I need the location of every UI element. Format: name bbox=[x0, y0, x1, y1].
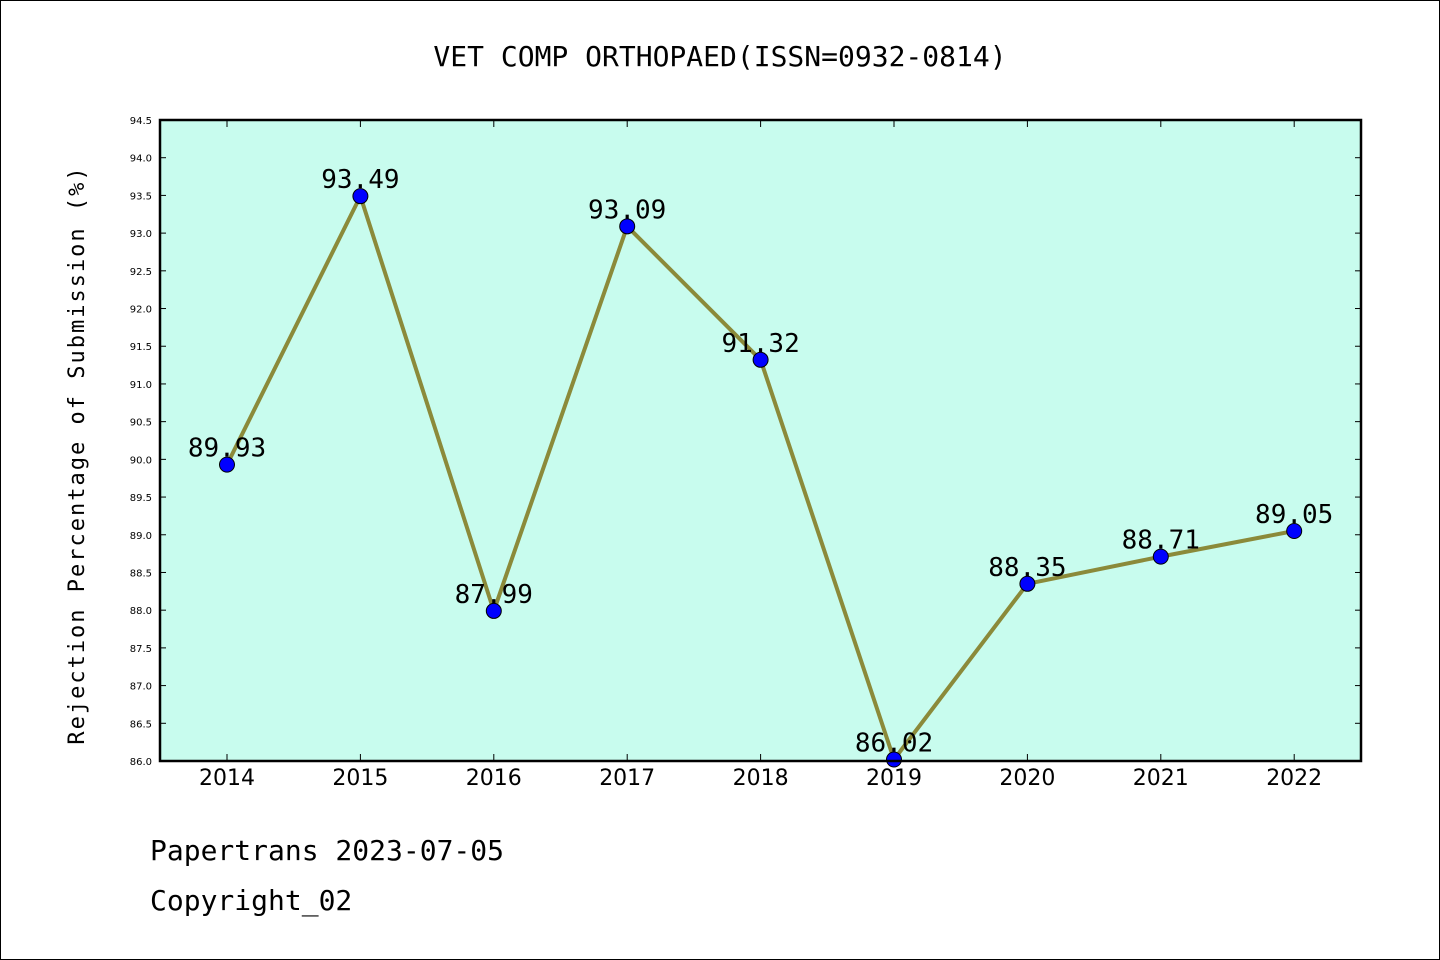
chart-title: VET COMP ORTHOPAED(ISSN=0932-0814) bbox=[433, 40, 1006, 73]
y-tick-label: 90.0 bbox=[130, 455, 152, 466]
y-tick-label: 87.0 bbox=[130, 682, 152, 693]
x-tick-label: 2014 bbox=[199, 766, 255, 791]
y-tick-label: 89.5 bbox=[130, 493, 152, 504]
y-tick-label: 86.0 bbox=[130, 757, 152, 768]
y-tick-label: 86.5 bbox=[130, 719, 152, 730]
data-label: 89.93 bbox=[188, 434, 266, 464]
y-tick-label: 94.0 bbox=[130, 154, 152, 165]
data-label: 93.49 bbox=[321, 165, 399, 195]
y-tick-label: 88.5 bbox=[130, 568, 152, 579]
data-point bbox=[1019, 575, 1036, 592]
data-label: 86.02 bbox=[855, 728, 933, 758]
y-tick-label: 88.0 bbox=[130, 606, 152, 617]
x-tick-label: 2022 bbox=[1266, 766, 1322, 791]
x-tick-label: 2016 bbox=[466, 766, 522, 791]
y-tick-label: 87.5 bbox=[130, 644, 152, 655]
x-tick-label: 2015 bbox=[332, 766, 388, 791]
y-tick-label: 94.5 bbox=[130, 116, 152, 127]
data-point bbox=[1286, 522, 1303, 539]
y-tick-label: 91.5 bbox=[130, 342, 152, 353]
data-point bbox=[352, 188, 369, 205]
y-tick-label: 91.0 bbox=[130, 380, 152, 391]
data-point bbox=[219, 456, 235, 473]
y-axis-label: Rejection Percentage of Submission (%) bbox=[65, 165, 90, 744]
data-labels: 89.93 93.49 87.99 93.09 91.32 86.02 88.35 88.71… bbox=[188, 165, 1333, 758]
x-tick-label: 2020 bbox=[999, 766, 1055, 791]
data-label: 88.35 bbox=[988, 553, 1066, 583]
data-markers bbox=[219, 188, 1303, 768]
x-tick-label: 2017 bbox=[599, 766, 655, 791]
data-point bbox=[886, 751, 902, 768]
x-tick-label: 2021 bbox=[1133, 766, 1189, 791]
y-tick-label: 92.0 bbox=[130, 305, 152, 316]
data-label: 93.09 bbox=[588, 195, 666, 225]
data-label: 89.05 bbox=[1255, 500, 1333, 530]
plot-border bbox=[158, 118, 1363, 763]
data-point bbox=[1152, 548, 1169, 565]
y-axis-ticks: 86.0 86.5 87.0 87.5 88.0 88.5 89.0 89.5 90.0 90.5… bbox=[130, 116, 1361, 768]
y-tick-label: 93.5 bbox=[130, 191, 152, 202]
x-tick-label: 2018 bbox=[733, 766, 789, 791]
footer-copyright: Copyright_02 bbox=[150, 884, 353, 917]
footer-date: Papertrans 2023-07-05 bbox=[150, 834, 505, 867]
y-tick-label: 89.0 bbox=[130, 531, 152, 542]
data-label: 87.99 bbox=[455, 580, 533, 610]
y-tick-label: 93.0 bbox=[130, 229, 152, 240]
x-tick-label: 2019 bbox=[866, 766, 922, 791]
x-axis-ticks: 2014 2015 2016 2017 2018 2019 2020 2021 2022 bbox=[199, 120, 1322, 791]
data-point bbox=[752, 351, 769, 368]
data-point bbox=[485, 602, 502, 619]
data-label: 88.71 bbox=[1122, 526, 1200, 556]
data-point bbox=[619, 218, 636, 235]
y-tick-label: 92.5 bbox=[130, 267, 152, 278]
plot-area bbox=[160, 120, 1361, 761]
data-label: 91.32 bbox=[721, 329, 799, 359]
y-tick-label: 90.5 bbox=[130, 418, 152, 429]
